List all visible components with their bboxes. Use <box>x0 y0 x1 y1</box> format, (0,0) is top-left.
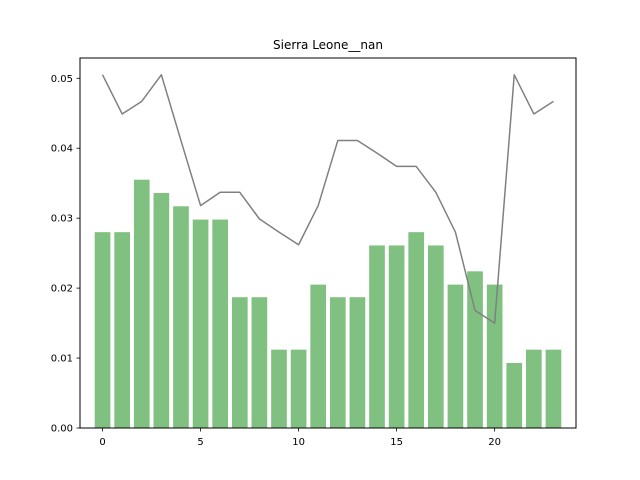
bar <box>310 284 327 428</box>
x-tick-label: 20 <box>488 437 501 448</box>
bar <box>388 245 405 428</box>
bar <box>271 349 287 428</box>
line-series <box>101 74 554 324</box>
x-axis: 0 5 10 15 20 <box>99 428 501 448</box>
y-tick-label: 0.04 <box>51 144 73 155</box>
y-tick-label: 0.05 <box>51 74 73 85</box>
x-tick-label: 0 <box>99 437 105 448</box>
bar <box>251 297 268 428</box>
bar <box>231 297 248 428</box>
line-path <box>101 74 554 324</box>
bar <box>369 245 385 428</box>
bar <box>114 232 130 428</box>
y-tick-label: 0.00 <box>51 424 73 435</box>
chart-title: Sierra Leone__nan <box>273 38 383 52</box>
bar <box>486 284 503 428</box>
bar <box>526 349 542 428</box>
x-tick-label: 10 <box>292 437 305 448</box>
y-tick-label: 0.02 <box>51 284 73 295</box>
y-tick-label: 0.03 <box>51 214 73 225</box>
bar <box>290 349 307 428</box>
bar <box>447 284 464 428</box>
bar <box>153 192 170 428</box>
bar <box>427 245 444 428</box>
bar <box>349 297 366 428</box>
x-tick-label: 15 <box>390 437 403 448</box>
y-axis: 0.00 0.01 0.02 0.03 0.04 0.05 <box>51 74 80 435</box>
bar <box>133 179 150 428</box>
bar <box>192 219 209 428</box>
bar <box>545 349 562 428</box>
bar <box>212 219 229 428</box>
bar <box>94 232 111 428</box>
bar <box>467 271 483 428</box>
x-tick-label: 5 <box>197 437 203 448</box>
bar-series <box>94 179 562 428</box>
bar <box>408 232 425 428</box>
bar <box>173 206 189 428</box>
bar <box>506 362 523 428</box>
axes-frame <box>79 57 577 429</box>
y-tick-label: 0.01 <box>51 354 73 365</box>
bar <box>329 297 346 428</box>
